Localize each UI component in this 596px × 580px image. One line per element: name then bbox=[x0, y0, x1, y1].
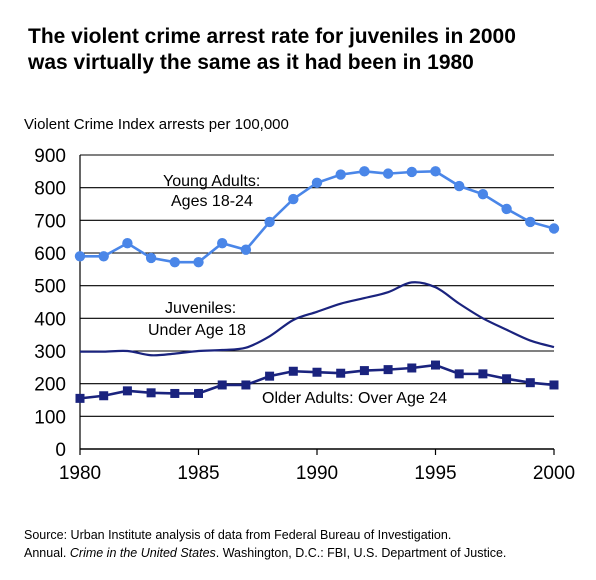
point-young_adults-1988 bbox=[264, 216, 275, 228]
x-tick-label: 1990 bbox=[296, 463, 338, 484]
point-older_adults-1997 bbox=[478, 369, 488, 379]
point-young_adults-1992 bbox=[359, 166, 370, 177]
x-tick-labels: 1980 1985 1990 1995 2000 bbox=[59, 463, 575, 484]
point-young_adults-1998 bbox=[501, 203, 512, 215]
point-young_adults-1991 bbox=[335, 169, 346, 180]
x-tick-label: 1995 bbox=[414, 463, 456, 484]
point-young_adults-1996 bbox=[454, 180, 465, 192]
y-tick-label: 900 bbox=[34, 146, 66, 167]
point-older_adults-1981 bbox=[99, 391, 109, 401]
point-older_adults-1982 bbox=[122, 386, 132, 396]
x-tick-label: 1980 bbox=[59, 463, 101, 484]
point-older_adults-1984 bbox=[170, 388, 180, 398]
point-older_adults-1985 bbox=[194, 388, 203, 398]
point-young_adults-1999 bbox=[525, 216, 536, 228]
point-older_adults-1994 bbox=[407, 363, 417, 373]
y-tick-labels: 0 100 200 300 400 500 600 700 800 900 bbox=[34, 146, 66, 461]
point-young_adults-1982 bbox=[122, 238, 133, 249]
y-tick-label: 800 bbox=[34, 179, 66, 200]
point-young_adults-1993 bbox=[382, 168, 394, 179]
point-young_adults-1981 bbox=[98, 251, 109, 262]
chart-title: The violent crime arrest rate for juveni… bbox=[28, 24, 588, 76]
series-label-young_adults: Ages 18-24 bbox=[171, 193, 253, 210]
point-older_adults-1999 bbox=[525, 378, 535, 388]
point-older_adults-1987 bbox=[241, 380, 251, 390]
point-older_adults-1993 bbox=[383, 365, 393, 375]
point-older_adults-1980 bbox=[75, 393, 85, 403]
point-young_adults-1986 bbox=[217, 238, 228, 249]
y-tick-label: 700 bbox=[34, 211, 66, 232]
point-young_adults-2000 bbox=[548, 223, 560, 234]
point-young_adults-1990 bbox=[311, 177, 323, 188]
source-note: Source: Urban Institute analysis of data… bbox=[24, 526, 589, 562]
chart-title-line-2: was virtually the same as it had been in… bbox=[28, 51, 474, 74]
series-lines bbox=[79, 170, 555, 400]
point-older_adults-1996 bbox=[454, 369, 464, 379]
y-tick-label: 400 bbox=[34, 309, 66, 330]
y-tick-label: 0 bbox=[55, 440, 66, 461]
series-label-juveniles: Under Age 18 bbox=[148, 322, 246, 339]
point-older_adults-1989 bbox=[288, 366, 298, 376]
x-tick-label: 1985 bbox=[177, 463, 219, 484]
point-older_adults-1983 bbox=[146, 388, 156, 398]
point-young_adults-1989 bbox=[288, 193, 299, 205]
point-young_adults-1987 bbox=[240, 244, 252, 255]
y-tick-label: 200 bbox=[34, 375, 66, 396]
source-publication-title: Crime in the United States bbox=[69, 546, 216, 560]
line-chart: 0 100 200 300 400 500 600 700 800 900 1980 1985 199… bbox=[34, 146, 575, 484]
point-young_adults-1980 bbox=[74, 251, 86, 262]
point-young_adults-1983 bbox=[145, 252, 157, 264]
point-older_adults-2000 bbox=[549, 380, 559, 390]
point-young_adults-1985 bbox=[193, 256, 204, 268]
source-line-2: Annual. Crime in the United States. Wash… bbox=[24, 544, 589, 562]
point-older_adults-1991 bbox=[336, 368, 346, 378]
point-older_adults-1992 bbox=[359, 366, 369, 376]
point-young_adults-1995 bbox=[430, 166, 441, 177]
source-line-1: Source: Urban Institute analysis of data… bbox=[24, 528, 452, 542]
series-markers bbox=[74, 166, 560, 403]
series-labels: Young Adults: Ages 18-24 Juveniles: Under A… bbox=[148, 173, 447, 407]
point-young_adults-1997 bbox=[477, 189, 489, 200]
source-line-2-end: . Washington, D.C.: FBI, U.S. Department… bbox=[215, 546, 507, 560]
point-older_adults-1990 bbox=[312, 367, 322, 377]
series-label-juveniles: Juveniles: bbox=[165, 300, 236, 317]
series-label-young_adults: Young Adults: bbox=[163, 173, 260, 190]
y-tick-label: 300 bbox=[34, 342, 66, 363]
y-tick-label: 600 bbox=[34, 244, 66, 265]
point-older_adults-1986 bbox=[217, 380, 227, 390]
y-tick-label: 500 bbox=[34, 277, 66, 298]
chart-title-line-1: The violent crime arrest rate for juveni… bbox=[28, 25, 516, 48]
gridlines bbox=[79, 154, 555, 455]
source-line-2-start: Annual. bbox=[24, 546, 70, 560]
y-axis-label: Violent Crime Index arrests per 100,000 bbox=[24, 116, 289, 133]
x-tick-label: 2000 bbox=[533, 463, 575, 484]
series-label-older_adults: Older Adults: Over Age 24 bbox=[262, 390, 447, 407]
point-young_adults-1994 bbox=[406, 166, 417, 178]
point-young_adults-1984 bbox=[169, 256, 180, 268]
point-older_adults-1998 bbox=[502, 374, 512, 384]
point-older_adults-1995 bbox=[431, 360, 440, 370]
y-tick-label: 100 bbox=[34, 407, 66, 428]
series-line-juveniles bbox=[79, 281, 555, 357]
point-older_adults-1988 bbox=[265, 371, 275, 381]
